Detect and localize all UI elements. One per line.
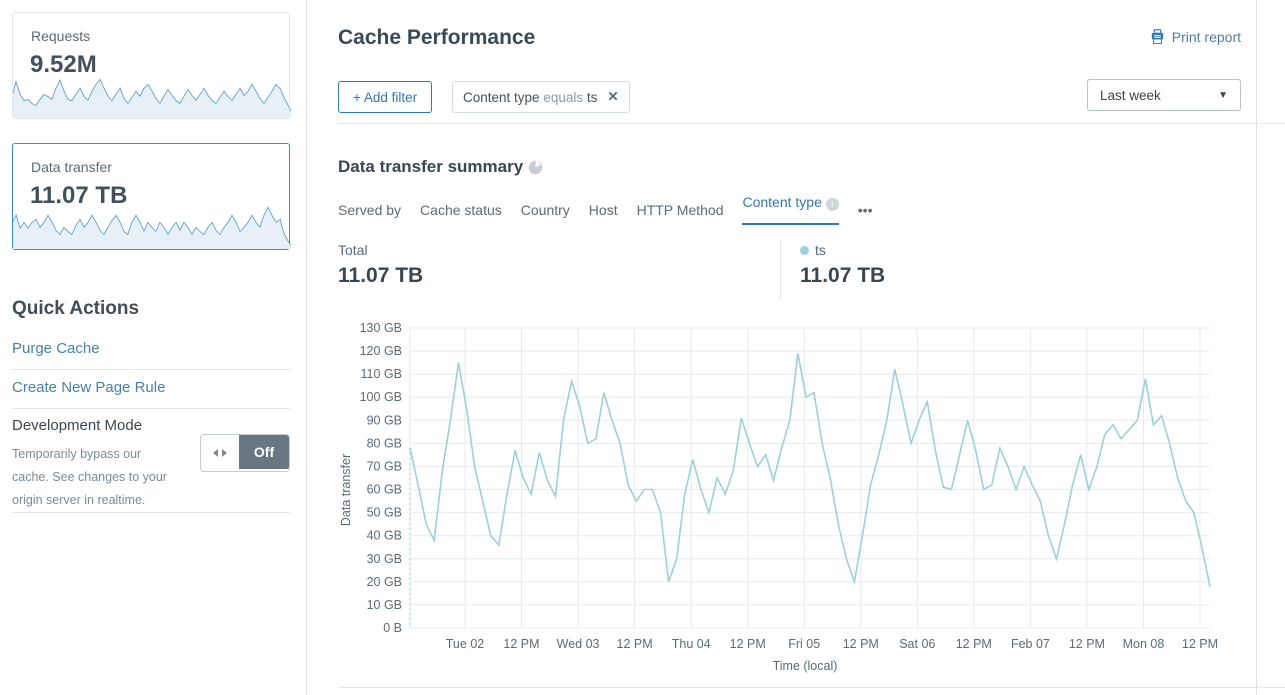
svg-text:12 PM: 12 PM [956, 637, 992, 651]
svg-text:Fri 05: Fri 05 [788, 637, 820, 651]
svg-text:Sat 06: Sat 06 [899, 637, 935, 651]
svg-text:Time (local): Time (local) [773, 659, 838, 673]
svg-text:12 PM: 12 PM [730, 637, 766, 651]
svg-text:90 GB: 90 GB [367, 413, 402, 427]
svg-text:100 GB: 100 GB [360, 390, 402, 404]
svg-text:20 GB: 20 GB [367, 575, 402, 589]
svg-text:12 PM: 12 PM [843, 637, 879, 651]
svg-text:Feb 07: Feb 07 [1011, 637, 1050, 651]
svg-text:12 PM: 12 PM [617, 637, 653, 651]
svg-text:12 PM: 12 PM [1069, 637, 1105, 651]
svg-text:70 GB: 70 GB [367, 460, 402, 474]
svg-text:12 PM: 12 PM [1182, 637, 1218, 651]
svg-text:30 GB: 30 GB [367, 552, 402, 566]
svg-text:80 GB: 80 GB [367, 436, 402, 450]
svg-text:Tue 02: Tue 02 [446, 637, 485, 651]
svg-text:40 GB: 40 GB [367, 529, 402, 543]
svg-text:50 GB: 50 GB [367, 506, 402, 520]
svg-text:Data transfer: Data transfer [339, 454, 353, 526]
svg-text:60 GB: 60 GB [367, 483, 402, 497]
svg-text:10 GB: 10 GB [367, 598, 402, 612]
svg-text:130 GB: 130 GB [360, 321, 402, 335]
svg-text:120 GB: 120 GB [360, 344, 402, 358]
svg-text:0 B: 0 B [383, 621, 402, 635]
svg-text:110 GB: 110 GB [361, 367, 402, 381]
svg-text:Wed 03: Wed 03 [557, 637, 600, 651]
svg-text:Thu 04: Thu 04 [672, 637, 711, 651]
svg-text:12 PM: 12 PM [503, 637, 539, 651]
svg-text:Mon 08: Mon 08 [1123, 637, 1165, 651]
